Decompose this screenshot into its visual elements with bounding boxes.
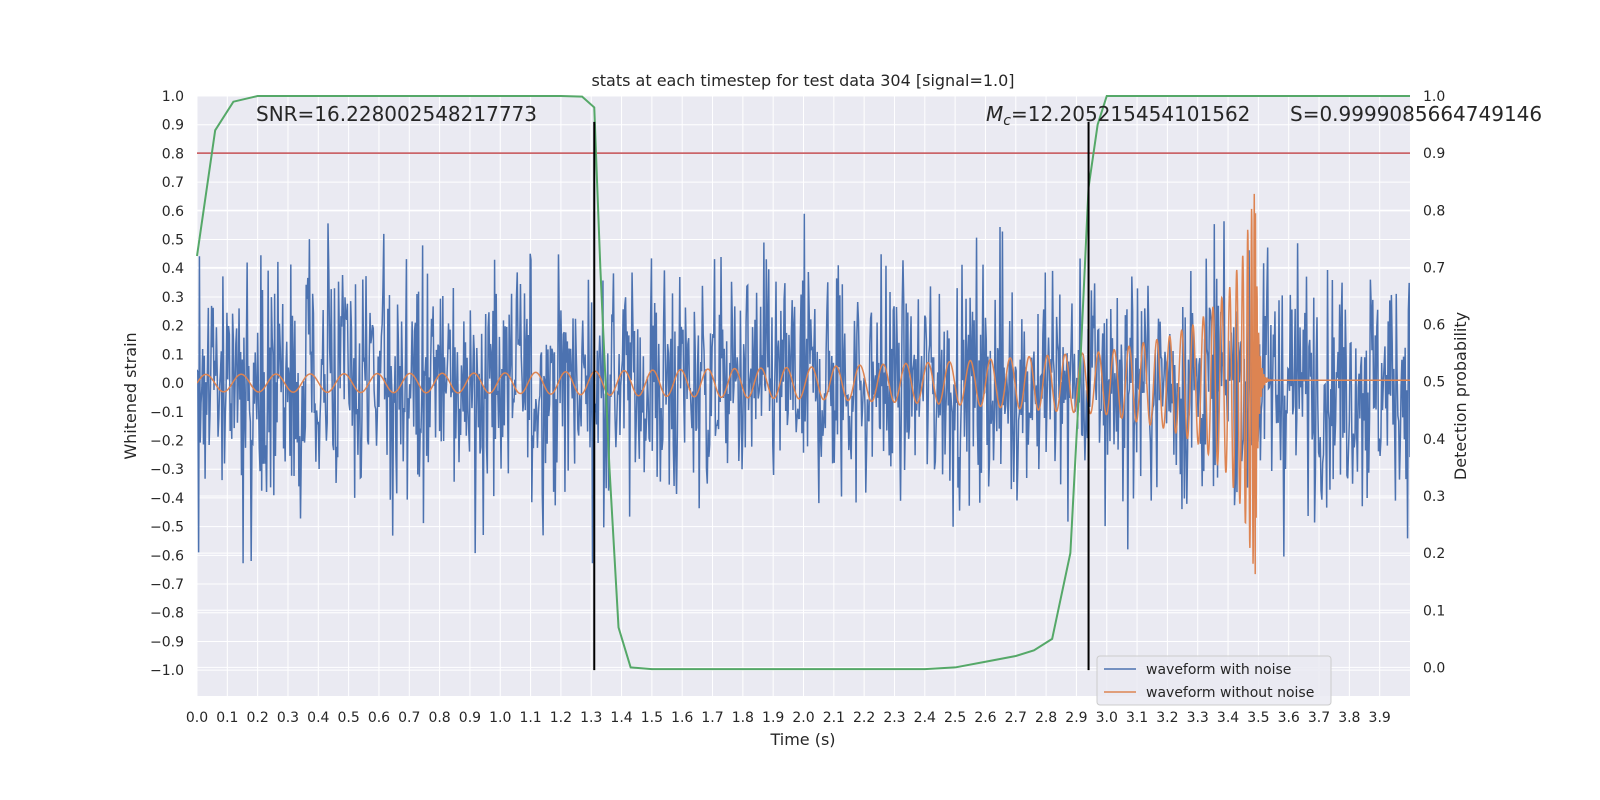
x-tick-label: 1.6 [671, 710, 693, 726]
x-tick-label: 1.4 [610, 710, 632, 726]
x-tick-label: 2.3 [883, 710, 905, 726]
x-tick-label: 3.9 [1369, 710, 1391, 726]
y-tick-label-left: 0.0 [162, 376, 184, 392]
y-tick-label-left: −0.4 [150, 491, 184, 507]
y-tick-label-right: 0.6 [1423, 318, 1445, 334]
x-tick-label: 0.1 [216, 710, 238, 726]
y-tick-label-left: 0.7 [162, 175, 184, 191]
y-tick-label-right: 0.4 [1423, 432, 1445, 448]
y-tick-label-left: −0.9 [150, 634, 184, 650]
y-tick-label-right: 0.3 [1423, 489, 1445, 505]
x-tick-label: 3.4 [1217, 710, 1239, 726]
x-tick-label: 1.0 [489, 710, 511, 726]
x-tick-label: 0.4 [307, 710, 329, 726]
y-tick-label-right: 1.0 [1423, 89, 1445, 105]
y-tick-label-right: 0.1 [1423, 603, 1445, 619]
chart-title: stats at each timestep for test data 304… [591, 71, 1014, 90]
series-layer [197, 193, 1410, 575]
x-tick-label: 1.8 [732, 710, 754, 726]
y-tick-label-left: −0.7 [150, 577, 184, 593]
y-axis-label-right: Detection probability [1451, 312, 1470, 480]
x-tick-label: 0.5 [337, 710, 359, 726]
chirp-mass-annotation: Mc=12.205215454101562 [986, 102, 1250, 129]
y-tick-label-left: 0.1 [162, 347, 184, 363]
x-tick-label: 2.9 [1065, 710, 1087, 726]
x-tick-label: 3.0 [1096, 710, 1118, 726]
y-tick-label-left: 0.8 [162, 146, 184, 162]
x-tick-label: 0.7 [398, 710, 420, 726]
y-tick-labels-right: 1.0 0.9 0.8 0.7 0.6 0.5 0.4 0.3 0.2 0.1 0.0 [1423, 89, 1445, 676]
x-tick-label: 0.8 [428, 710, 450, 726]
y-tick-label-left: 0.9 [162, 118, 184, 134]
y-tick-label-left: 0.3 [162, 290, 184, 306]
y-tick-label-left: 0.6 [162, 204, 184, 220]
x-tick-label: 3.8 [1338, 710, 1360, 726]
y-tick-label-left: 1.0 [162, 89, 184, 105]
score-annotation: S=0.9999085664749146 [1290, 102, 1542, 126]
x-tick-label: 2.4 [914, 710, 936, 726]
x-tick-label: 1.3 [580, 710, 602, 726]
y-tick-label-left: −0.2 [150, 433, 184, 449]
x-axis-label: Time (s) [769, 730, 835, 749]
series-waveform-without-noise [197, 193, 1410, 575]
x-tick-label: 2.5 [944, 710, 966, 726]
x-tick-label: 1.2 [550, 710, 572, 726]
x-tick-label: 1.5 [641, 710, 663, 726]
snr-annotation: SNR=16.228002548217773 [256, 102, 537, 126]
x-tick-label: 3.6 [1278, 710, 1300, 726]
y-tick-label-left: −0.8 [150, 606, 184, 622]
x-tick-label: 3.7 [1308, 710, 1330, 726]
x-tick-label: 0.6 [368, 710, 390, 726]
x-tick-label: 2.8 [1035, 710, 1057, 726]
x-tick-label: 1.9 [762, 710, 784, 726]
y-tick-label-left: 0.2 [162, 319, 184, 335]
y-tick-label-left: 0.5 [162, 233, 184, 249]
y-tick-label-right: 0.5 [1423, 375, 1445, 391]
x-tick-label: 2.1 [823, 710, 845, 726]
y-tick-label-left: 0.4 [162, 261, 184, 277]
x-tick-label: 2.7 [1005, 710, 1027, 726]
y-tick-label-right: 0.8 [1423, 203, 1445, 219]
y-tick-label-left: −0.1 [150, 405, 184, 421]
x-tick-label: 3.3 [1187, 710, 1209, 726]
legend-label-waveform-with-noise: waveform with noise [1146, 662, 1291, 678]
y-tick-label-left: −1.0 [150, 663, 184, 679]
x-tick-label: 0.2 [247, 710, 269, 726]
x-tick-label: 2.0 [792, 710, 814, 726]
legend-label-waveform-without-noise: waveform without noise [1146, 685, 1314, 701]
x-tick-labels: 0.0 0.1 0.2 0.3 0.4 0.5 0.6 0.7 0.8 0.9 1.0 1.1 1.2 1… [186, 710, 1391, 726]
y-axis-label-left: Whitened strain [121, 332, 140, 459]
legend: waveform with noise waveform without noi… [1096, 655, 1332, 706]
x-tick-label: 3.1 [1126, 710, 1148, 726]
x-tick-label: 1.7 [701, 710, 723, 726]
x-tick-label: 2.2 [853, 710, 875, 726]
x-tick-label: 0.0 [186, 710, 208, 726]
y-tick-label-right: 0.0 [1423, 660, 1445, 676]
y-tick-label-left: −0.3 [150, 462, 184, 478]
series-waveform-with-noise [197, 213, 1410, 564]
series-detection-probability [196, 95, 1410, 671]
overlay-layer [196, 95, 1410, 671]
x-tick-label: 1.1 [519, 710, 541, 726]
y-tick-label-left: −0.5 [150, 520, 184, 536]
y-tick-labels-left: 1.0 0.9 0.8 0.7 0.6 0.5 0.4 0.3 0.2 0.1 0.0 −0.1 −0.… [150, 89, 184, 679]
legend-box [1096, 655, 1332, 706]
x-tick-label: 3.5 [1247, 710, 1269, 726]
x-tick-label: 0.9 [459, 710, 481, 726]
y-tick-label-right: 0.2 [1423, 546, 1445, 562]
x-tick-label: 2.6 [974, 710, 996, 726]
y-tick-label-right: 0.9 [1423, 146, 1445, 162]
x-tick-label: 3.2 [1156, 710, 1178, 726]
x-tick-label: 0.3 [277, 710, 299, 726]
y-tick-label-left: −0.6 [150, 548, 184, 564]
y-tick-label-right: 0.7 [1423, 260, 1445, 276]
